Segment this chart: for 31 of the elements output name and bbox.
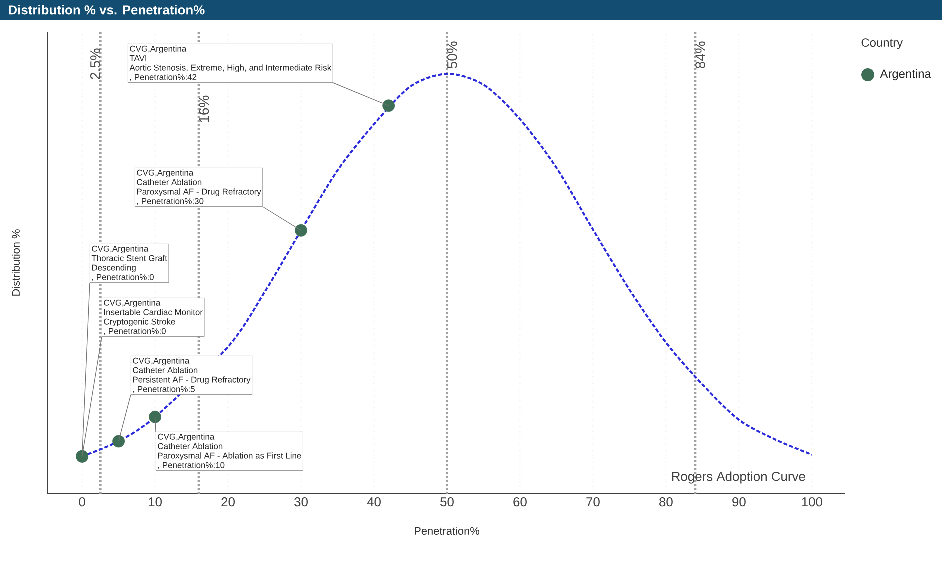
annotation: CVG,Argentina TAVI Aortic Stenosis, Extreme, High, and Intermediate Risk , Penetration%:42: [130, 46, 332, 82]
point: [112, 435, 125, 448]
point: [295, 224, 308, 237]
ref-line-label: 16%: [199, 96, 210, 122]
x-tick-label: 10: [149, 498, 162, 507]
point: [382, 100, 396, 112]
series-label: Rogers Adoption Curve: [672, 472, 806, 484]
annotation: CVG,Argentina Catheter Ablation Paroxysmal AF - Ablation as First Line , Penetration%:10: [158, 434, 302, 470]
ref-line-label: 2.5%: [90, 48, 100, 80]
point: [149, 410, 162, 424]
y-axis-title: Distribution %: [12, 230, 20, 296]
legend-label: Argentina: [880, 69, 932, 81]
x-axis-title: Penetration%: [415, 526, 480, 536]
x-tick-label: 80: [660, 498, 673, 507]
x-tick-label: 50: [440, 498, 454, 507]
annotation: CVG,Argentina Catheter Ablation Paroxysmal AF - Drug Refractory , Penetration%:30: [137, 170, 262, 206]
x-tick-label: 100: [802, 498, 822, 507]
x-tick-label: 0: [79, 498, 86, 507]
x-tick-label: 20: [222, 498, 235, 507]
ref-line-label: 84%: [696, 42, 706, 69]
x-tick-label: 90: [732, 498, 746, 507]
annotation: CVG,Argentina Thoracic Stent Graft Descending , Penetration%:0: [92, 246, 168, 282]
x-tick-label: 30: [294, 498, 308, 507]
x-tick-label: 70: [586, 498, 600, 507]
annotation: CVG,Argentina Catheter Ablation Persistent AF - Drug Refractory , Penetration%:5: [133, 358, 251, 394]
legend-title: Country: [862, 38, 904, 50]
annotation: CVG,Argentina Insertable Cardiac Monitor Cryptogenic Stroke , Penetration%:0: [104, 300, 203, 336]
chart-title: Distribution % vs. Penetration%: [9, 5, 205, 15]
x-tick-label: 60: [514, 498, 527, 507]
ref-line-label: 50%: [447, 42, 458, 69]
x-tick-label: 40: [367, 498, 381, 507]
